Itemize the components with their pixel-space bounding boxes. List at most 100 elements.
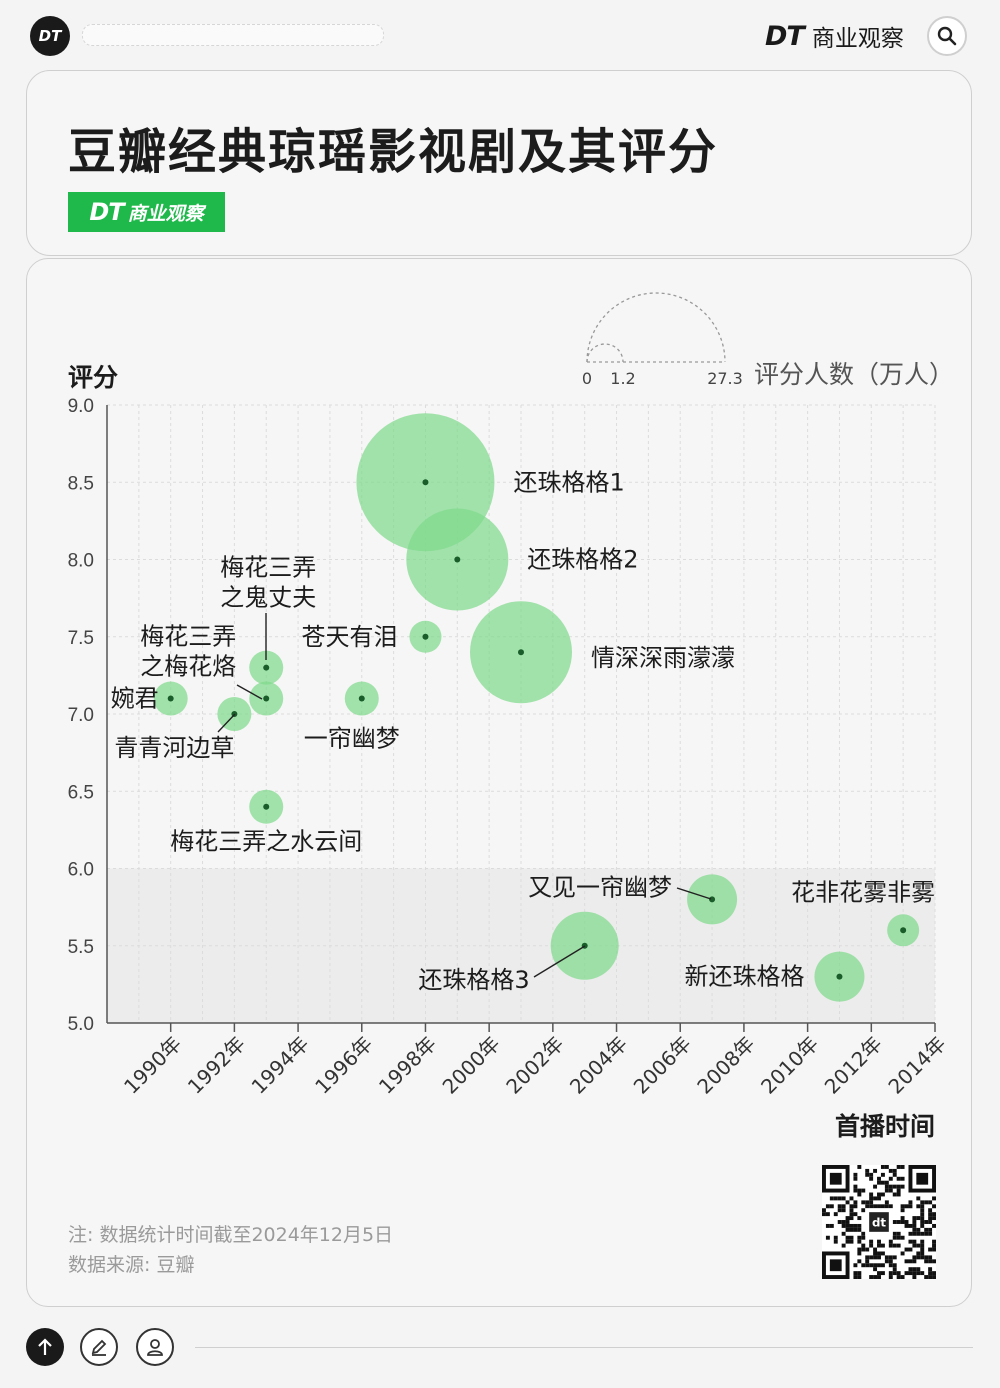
qr-module xyxy=(932,1239,936,1244)
label-leader-line xyxy=(676,887,712,900)
qr-module xyxy=(928,1200,933,1205)
qr-module xyxy=(892,1255,897,1260)
qr-module xyxy=(904,1271,909,1276)
qr-module xyxy=(912,1231,917,1236)
qr-module xyxy=(908,1259,913,1264)
qr-module xyxy=(896,1176,901,1181)
bottom-toolbar xyxy=(0,1318,1000,1388)
qr-module xyxy=(928,1208,933,1213)
qr-module xyxy=(920,1247,925,1252)
x-tick-label: 1998年 xyxy=(374,1032,441,1099)
qr-module xyxy=(896,1231,901,1236)
qr-module xyxy=(892,1263,897,1268)
qr-module xyxy=(908,1204,913,1209)
qr-module xyxy=(833,1239,838,1244)
qr-module xyxy=(912,1259,917,1264)
top-bar: DT DT 商业观察 xyxy=(0,0,1000,70)
qr-module xyxy=(920,1208,925,1213)
search-icon xyxy=(937,26,957,46)
qr-module xyxy=(857,1223,862,1228)
qr-center-text: dt xyxy=(872,1215,886,1229)
qr-module xyxy=(833,1196,838,1201)
arrow-up-icon xyxy=(38,1338,52,1355)
qr-module xyxy=(857,1239,862,1244)
qr-module xyxy=(928,1275,933,1279)
qr-module xyxy=(908,1239,913,1244)
qr-module xyxy=(928,1267,933,1272)
qr-module xyxy=(904,1247,909,1252)
size-legend-title: 评分人数（万人） xyxy=(754,360,954,389)
logo-icon[interactable]: DT xyxy=(30,16,70,56)
qr-module xyxy=(920,1212,925,1217)
qr-code-icon[interactable]: dt xyxy=(822,1165,936,1279)
qr-module xyxy=(861,1243,866,1248)
y-tick-label: 9.0 xyxy=(68,396,94,417)
bubble-center-dot xyxy=(167,695,174,702)
y-tick-label: 5.5 xyxy=(68,937,94,958)
qr-module xyxy=(849,1235,854,1240)
qr-module xyxy=(924,1255,929,1260)
qr-module xyxy=(924,1227,929,1232)
edit-button[interactable] xyxy=(80,1328,118,1366)
qr-module xyxy=(912,1223,917,1228)
qr-module xyxy=(912,1271,917,1276)
qr-module xyxy=(865,1255,870,1260)
qr-module xyxy=(861,1263,866,1268)
qr-module xyxy=(904,1223,909,1228)
bubble-label: 情深深雨濛濛 xyxy=(591,644,735,672)
qr-module xyxy=(916,1271,921,1276)
qr-module xyxy=(892,1231,897,1236)
qr-module xyxy=(861,1188,866,1193)
qr-module xyxy=(912,1220,917,1224)
qr-module xyxy=(849,1239,854,1244)
bubble-label: 之梅花烙 xyxy=(140,653,236,681)
qr-module xyxy=(932,1223,936,1228)
search-button[interactable] xyxy=(927,16,967,56)
qr-module xyxy=(849,1216,854,1221)
qr-module xyxy=(928,1220,933,1224)
qr-module xyxy=(869,1263,874,1268)
qr-module xyxy=(880,1263,885,1268)
qr-module xyxy=(865,1172,870,1177)
data-source: 数据来源: 豆瓣 xyxy=(68,1254,195,1276)
qr-module xyxy=(857,1251,862,1256)
qr-module xyxy=(857,1216,862,1221)
qr-module xyxy=(924,1259,929,1264)
qr-module xyxy=(845,1239,850,1244)
qr-module xyxy=(869,1176,874,1181)
qr-module xyxy=(861,1208,866,1213)
qr-module xyxy=(916,1267,921,1272)
qr-module xyxy=(884,1204,889,1209)
qr-module xyxy=(904,1259,909,1264)
brand-badge: DT 商业观察 xyxy=(68,192,225,232)
qr-module xyxy=(928,1231,933,1236)
qr-module xyxy=(869,1243,874,1248)
qr-module xyxy=(892,1184,897,1189)
bubble-label: 还珠格格2 xyxy=(527,546,638,574)
qr-module xyxy=(896,1192,901,1197)
qr-module xyxy=(845,1200,850,1205)
qr-module xyxy=(877,1255,881,1260)
profile-button[interactable] xyxy=(136,1328,174,1366)
qr-module xyxy=(837,1204,842,1209)
qr-module xyxy=(900,1220,905,1224)
qr-module xyxy=(888,1188,893,1193)
qr-module xyxy=(892,1235,897,1240)
qr-module xyxy=(877,1180,881,1185)
qr-finder xyxy=(829,1259,842,1272)
qr-module xyxy=(865,1247,870,1252)
qr-module xyxy=(877,1204,881,1209)
qr-module xyxy=(877,1271,881,1276)
x-tick-label: 2008年 xyxy=(692,1032,759,1099)
qr-module xyxy=(924,1275,929,1279)
badge-cn: 商业观察 xyxy=(127,202,204,225)
qr-module xyxy=(896,1271,901,1276)
scroll-top-button[interactable] xyxy=(26,1328,64,1366)
x-tick-label: 2014年 xyxy=(883,1032,950,1099)
x-tick-label: 2006年 xyxy=(629,1032,696,1099)
qr-module xyxy=(900,1275,905,1279)
qr-module xyxy=(845,1223,850,1228)
qr-module xyxy=(853,1212,858,1217)
qr-module xyxy=(822,1208,826,1213)
bubble-label: 还珠格格3 xyxy=(418,966,529,994)
